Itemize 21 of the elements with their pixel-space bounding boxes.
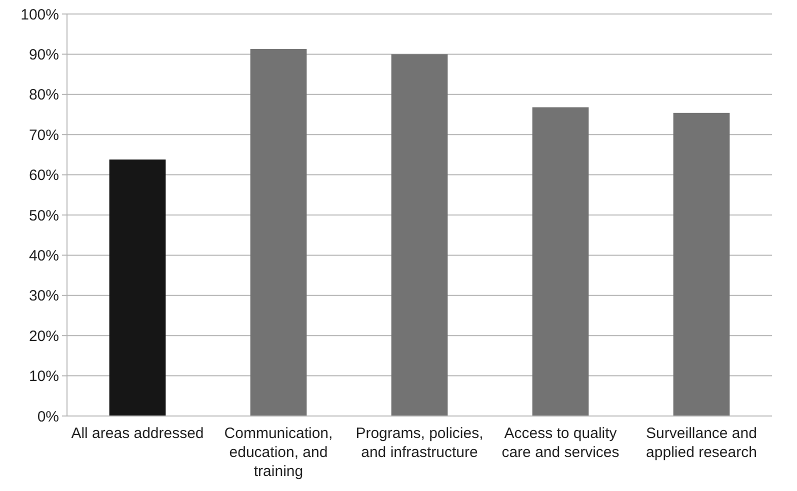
y-tick-label: 30%	[28, 288, 59, 305]
bar	[250, 48, 307, 416]
x-tick-label: All areas addressed	[71, 425, 204, 442]
y-tick-label: 40%	[28, 247, 59, 264]
y-tick-label: 80%	[28, 86, 59, 104]
y-tick-label: 70%	[28, 126, 59, 144]
y-tick-label: 0%	[37, 408, 59, 426]
bar	[109, 160, 166, 416]
y-tick-label: 10%	[28, 368, 59, 386]
x-tick-label: Communication, education, and training	[224, 425, 333, 480]
y-tick-label: 90%	[28, 46, 59, 64]
bar	[391, 54, 448, 416]
bar	[673, 112, 730, 416]
y-tick-label: 20%	[28, 328, 59, 345]
y-tick-label: 60%	[28, 167, 59, 184]
bar	[532, 107, 589, 416]
y-tick-label: 50%	[28, 207, 59, 224]
x-tick-label: Surveillance and applied research	[646, 425, 757, 461]
x-tick-label: Access to quality care and services	[502, 425, 620, 461]
x-tick-label: Programs, policies, and infrastructure	[356, 425, 484, 461]
y-tick-label: 100%	[20, 6, 59, 24]
